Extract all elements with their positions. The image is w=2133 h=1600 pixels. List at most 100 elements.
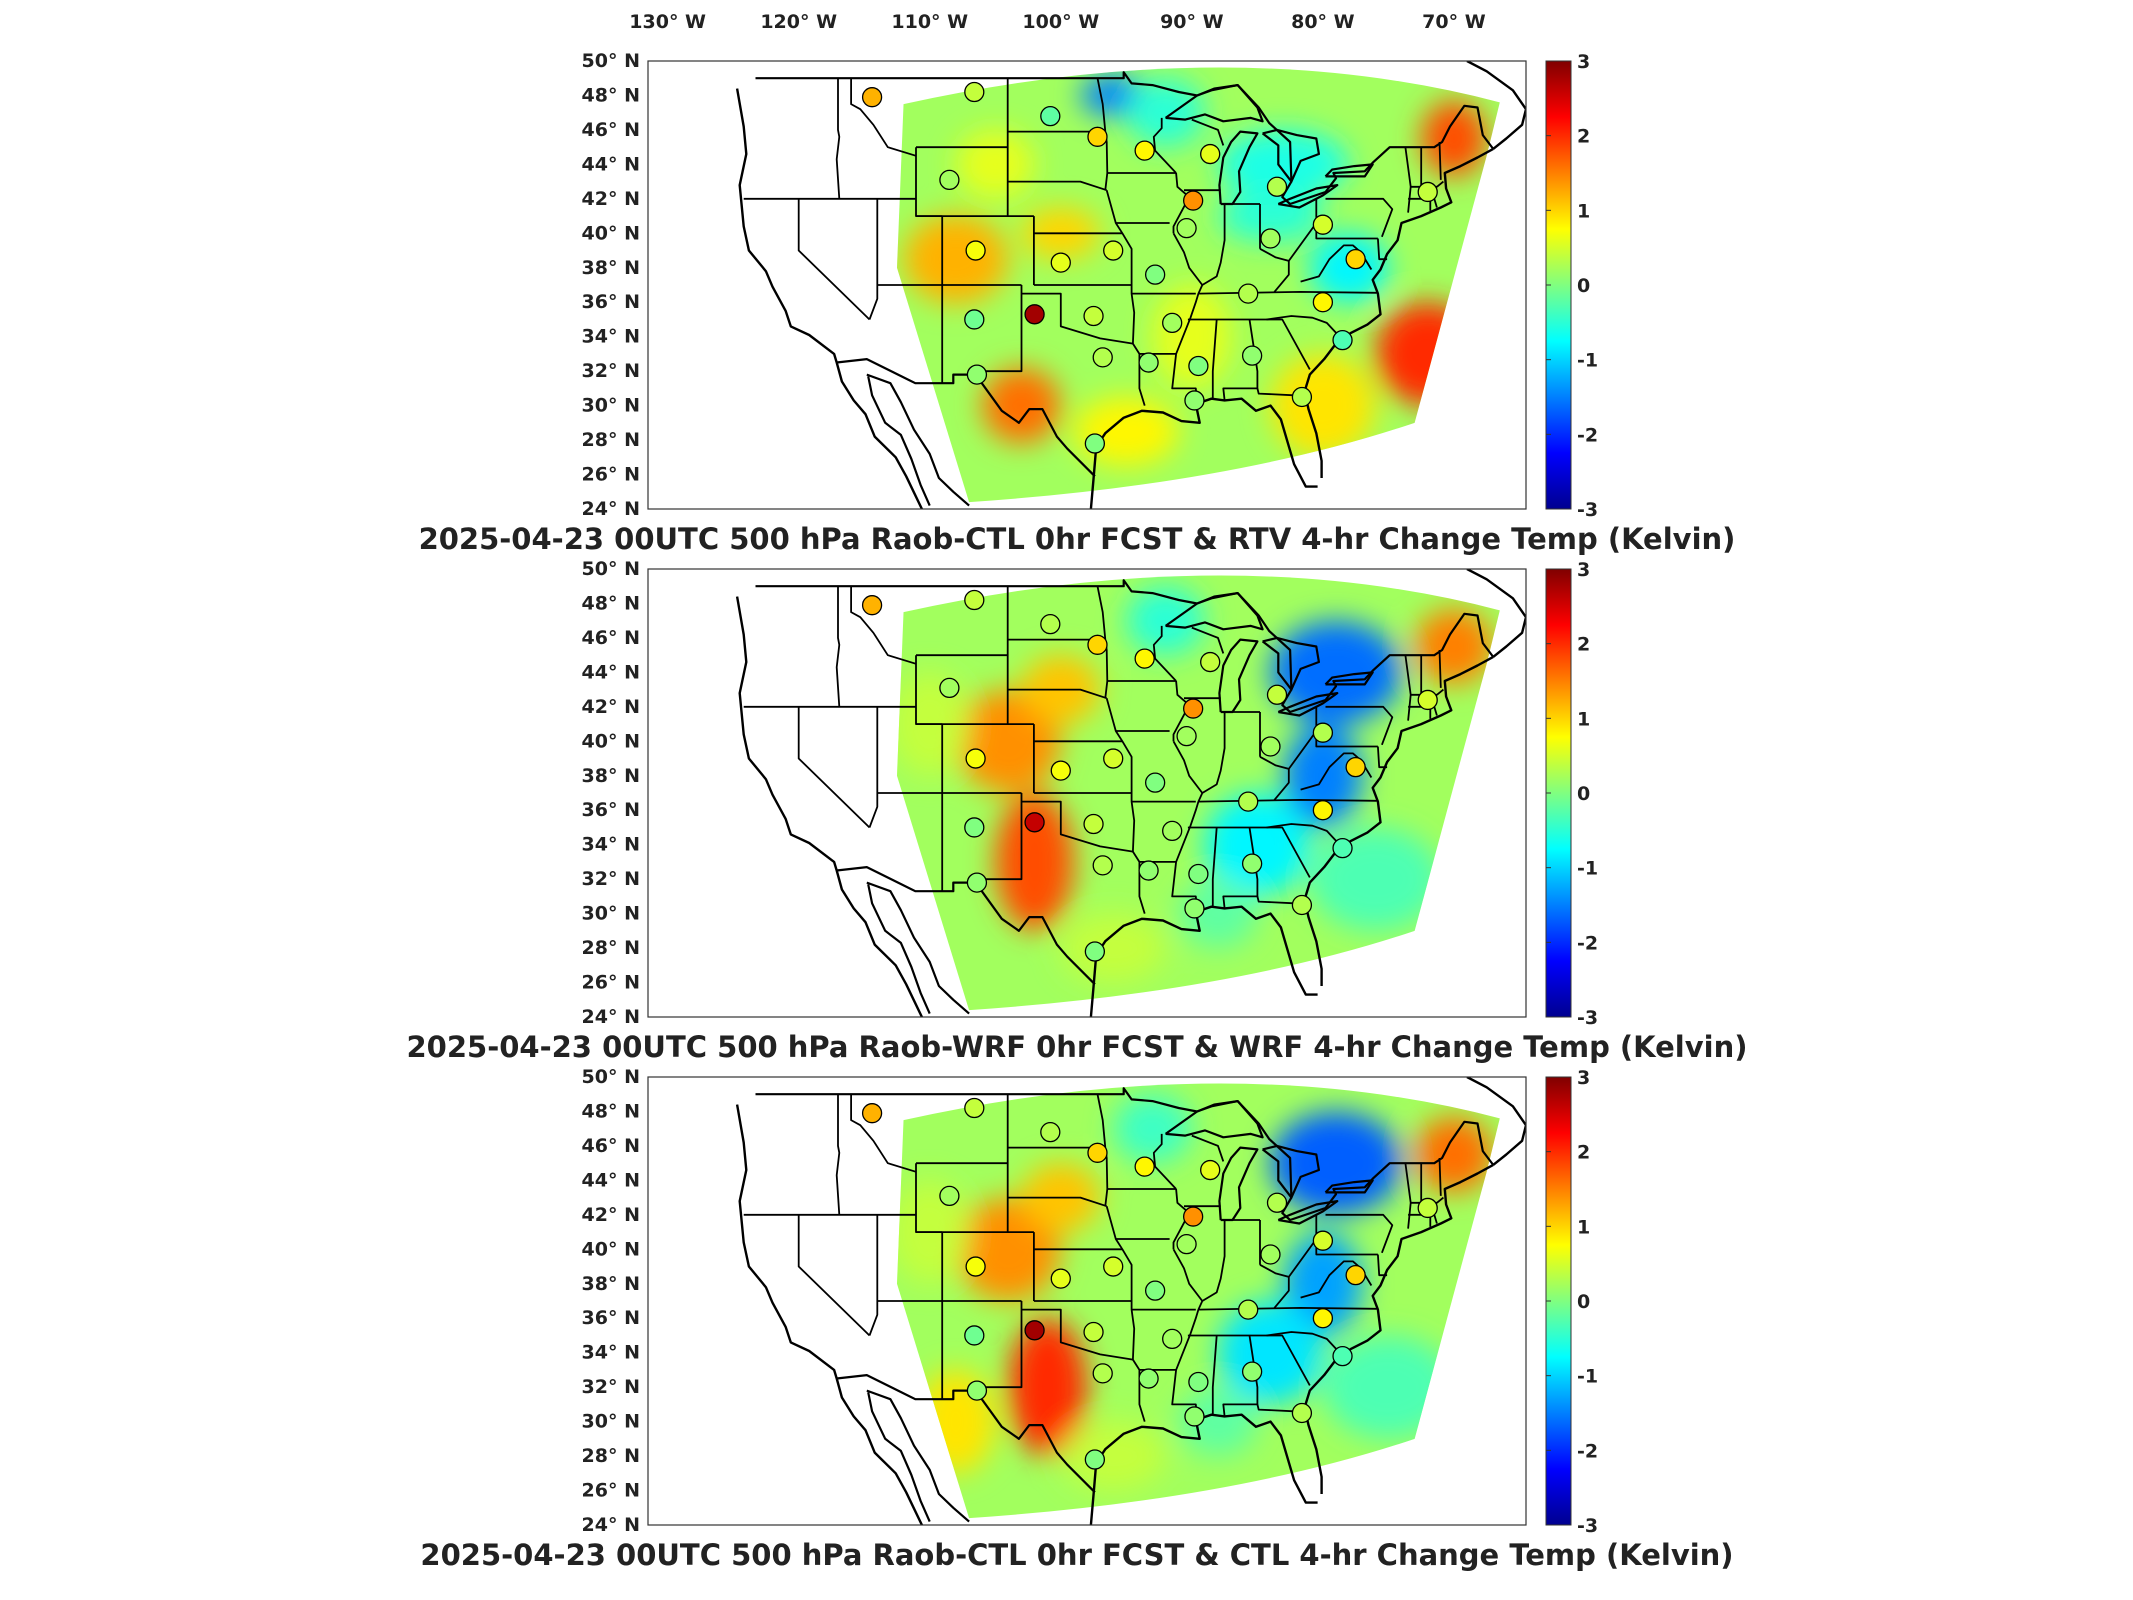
- state-boundary: [1105, 697, 1146, 914]
- field-cell: [995, 793, 1074, 931]
- colorbar-label: -2: [1577, 932, 1598, 954]
- lat-tick-label: 30° N: [582, 903, 640, 925]
- raob-marker: [1238, 791, 1259, 812]
- map-frame: [647, 568, 1527, 1018]
- raob-marker: [964, 1097, 985, 1119]
- geography: [735, 1077, 1526, 1525]
- map-content: [735, 61, 1526, 509]
- lat-tick-label: 30° N: [582, 395, 640, 417]
- raob-marker: [1417, 689, 1438, 711]
- state-boundary: [1259, 1238, 1318, 1278]
- raob-marker: [964, 589, 985, 611]
- raob-marker: [1176, 725, 1197, 747]
- raob-marker: [1238, 1299, 1259, 1320]
- raob-marker: [939, 169, 960, 191]
- lat-tick-label: 26° N: [582, 1480, 640, 1502]
- colorbar-label: -1: [1577, 1366, 1598, 1388]
- state-boundary: [1266, 1331, 1342, 1356]
- raob-marker: [1040, 613, 1061, 635]
- state-boundary: [1273, 768, 1290, 801]
- field-cell: [1414, 608, 1494, 685]
- colorbar-label: 3: [1577, 559, 1590, 581]
- state-boundary: [1021, 800, 1134, 853]
- lat-tick-label: 44° N: [582, 661, 640, 683]
- colorbar-label: 3: [1577, 51, 1590, 73]
- latitude-labels: 50° N 48° N 46° N 44° N 42° N 40° N 38° N 36° N…: [582, 50, 640, 520]
- colorbar-label: 2: [1577, 1142, 1590, 1164]
- coastline-mexico: [866, 881, 970, 1015]
- field-cell: [1218, 1301, 1323, 1405]
- lon-tick-label: 90° W: [1160, 11, 1224, 33]
- lat-tick-label: 48° N: [582, 84, 640, 106]
- raob-marker: [1182, 1206, 1204, 1227]
- great-lake: [1277, 184, 1339, 209]
- state-boundary: [1191, 118, 1225, 146]
- raob-marker: [1134, 1156, 1155, 1177]
- lat-tick-label: 34° N: [582, 834, 640, 856]
- great-lake: [1164, 1100, 1264, 1139]
- raob-marker: [1103, 240, 1124, 261]
- raob-marker: [1312, 1308, 1334, 1329]
- state-boundary: [1198, 1307, 1377, 1311]
- field-cell: [1008, 1318, 1087, 1457]
- lat-tick-label: 26° N: [582, 464, 640, 486]
- lat-tick-label: 36° N: [582, 1307, 640, 1329]
- raob-marker: [1162, 1328, 1183, 1350]
- lat-tick-label: 36° N: [582, 291, 640, 313]
- lat-tick-label: 40° N: [582, 730, 640, 752]
- state-boundary: [850, 78, 917, 157]
- map-panel-1: 50° N 48° N 46° N 44° N 42° N 40° N 38° N 36° N…: [419, 50, 1736, 556]
- great-lake: [1324, 1179, 1374, 1194]
- state-boundary: [1273, 260, 1290, 293]
- lat-tick-label: 50° N: [582, 1066, 640, 1088]
- state-boundary: [1105, 1205, 1146, 1422]
- lon-tick-label: 100° W: [1022, 11, 1099, 33]
- field-cell: [1204, 793, 1310, 897]
- field-cell: [1270, 1111, 1402, 1215]
- great-lake: [1218, 1146, 1259, 1222]
- raob-marker: [939, 677, 960, 699]
- raob-marker: [1266, 176, 1288, 197]
- raob-marker: [1084, 941, 1106, 962]
- colorbar: 3 2 1 0 -1 -2 -3: [1545, 559, 1598, 1029]
- lat-tick-label: 44° N: [582, 1169, 640, 1191]
- field-anomalies: [896, 586, 1494, 983]
- state-boundary: [1211, 827, 1218, 907]
- state-boundary: [797, 198, 871, 321]
- state-boundary: [1325, 705, 1394, 746]
- colorbar-label: -3: [1577, 1515, 1598, 1537]
- raob-marker: [1144, 1280, 1166, 1301]
- colorbar-label: 2: [1577, 634, 1590, 656]
- map-frame: [647, 60, 1527, 510]
- coastline-mexico: [866, 1389, 970, 1523]
- raob-marker: [1266, 684, 1288, 705]
- raob-marker: [1083, 813, 1104, 835]
- raob-markers: [861, 589, 1438, 962]
- raob-marker: [1345, 1265, 1366, 1286]
- raob-marker: [1332, 837, 1353, 859]
- raob-markers: [861, 1097, 1438, 1470]
- state-boundary: [1315, 706, 1378, 748]
- lat-tick-label: 34° N: [582, 326, 640, 348]
- lat-tick-label: 38° N: [582, 1273, 640, 1295]
- state-boundary: [1377, 1254, 1388, 1277]
- great-lake: [1164, 592, 1264, 631]
- map-panel-3: 50° N 48° N 46° N 44° N 42° N 40° N 38° N 36° N…: [420, 1066, 1733, 1572]
- raob-marker: [1103, 748, 1124, 769]
- raob-marker: [1024, 812, 1045, 833]
- state-boundary: [868, 706, 879, 828]
- field-cell: [903, 214, 1009, 304]
- raob-marker: [1144, 264, 1166, 285]
- state-boundary: [1266, 315, 1342, 340]
- temperature-change-field: [896, 67, 1500, 503]
- state-boundary: [974, 793, 1023, 881]
- lat-tick-label: 30° N: [582, 1411, 640, 1433]
- lat-tick-label: 48° N: [582, 1100, 640, 1122]
- colorbar-label: 1: [1577, 708, 1590, 730]
- border-mexico: [836, 866, 1096, 986]
- state-boundary: [1259, 222, 1318, 262]
- lat-tick-label: 28° N: [582, 1445, 640, 1467]
- raob-marker: [1087, 126, 1108, 147]
- state-boundary: [1438, 141, 1442, 180]
